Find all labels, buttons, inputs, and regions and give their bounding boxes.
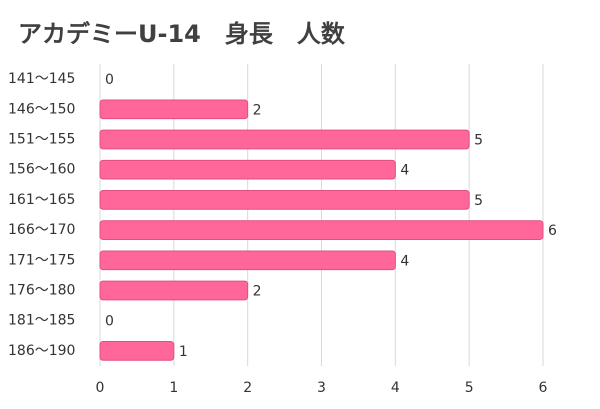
y-tick-label: 146〜150	[8, 101, 75, 117]
data-label: 0	[105, 314, 114, 330]
y-tick-label: 161〜165	[8, 192, 75, 208]
data-label: 5	[474, 133, 483, 149]
x-tick-label: 1	[169, 380, 178, 396]
y-tick-label: 156〜160	[8, 162, 75, 178]
data-label: 4	[400, 163, 409, 179]
y-tick-label: 181〜185	[8, 313, 75, 329]
bar	[99, 159, 396, 180]
data-label: 1	[179, 344, 188, 360]
x-tick-label: 6	[539, 380, 548, 396]
x-tick-label: 0	[96, 380, 105, 396]
bar	[99, 99, 249, 120]
chart-title: アカデミーU-14 身長 人数	[18, 20, 346, 48]
bar	[99, 341, 175, 361]
y-tick-label: 151〜155	[8, 132, 75, 148]
y-tick-label: 176〜180	[8, 283, 75, 299]
bar	[99, 280, 249, 301]
x-tick-label: 3	[317, 380, 326, 396]
data-label: 2	[253, 284, 262, 300]
data-label: 5	[474, 193, 483, 209]
y-tick-label: 171〜175	[8, 252, 75, 268]
y-tick-label: 141〜145	[8, 71, 75, 87]
data-label: 6	[548, 223, 557, 239]
bar	[99, 129, 470, 150]
x-tick-label: 2	[243, 380, 252, 396]
y-tick-label: 166〜170	[8, 222, 75, 238]
bar	[99, 190, 470, 210]
bar	[99, 250, 396, 271]
data-label: 0	[105, 72, 114, 88]
data-label: 2	[253, 102, 262, 118]
x-tick-label: 4	[391, 380, 400, 396]
y-tick-label: 186〜190	[8, 343, 75, 359]
bar	[99, 220, 544, 240]
x-tick-label: 5	[465, 380, 474, 396]
data-label: 4	[400, 253, 409, 269]
